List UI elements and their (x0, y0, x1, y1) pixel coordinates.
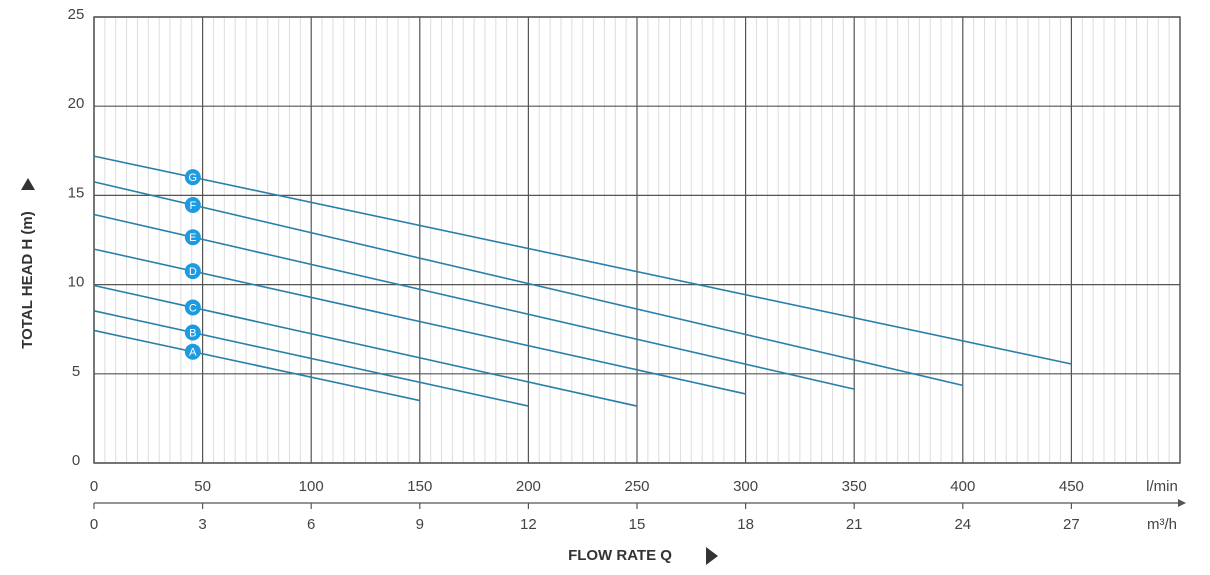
curve-marker (184, 299, 201, 316)
x-axis-arrow (706, 547, 718, 565)
x-tick-label: 200 (516, 478, 541, 495)
pump-curve (93, 155, 1072, 365)
curve-marker (184, 324, 201, 341)
x2-tick-label: 12 (520, 516, 537, 533)
x-tick-label: 350 (842, 478, 867, 495)
curve-label: C (189, 302, 197, 314)
x2-tick-label: 6 (307, 516, 315, 533)
x-tick-label: 250 (624, 478, 649, 495)
x2-tick-label: 0 (90, 516, 98, 533)
pump-curve (93, 310, 529, 407)
curve-marker (184, 343, 201, 360)
curve-label: F (189, 200, 196, 212)
x2-tick-label: 24 (954, 516, 971, 533)
x-tick-label: 150 (407, 478, 432, 495)
x2-tick-label: 3 (198, 516, 206, 533)
x-tick-label: 450 (1059, 478, 1084, 495)
x-tick-label: 0 (90, 478, 98, 495)
x2-tick-label: 9 (416, 516, 424, 533)
y-tick-label: 15 (68, 184, 85, 201)
curve-label: D (189, 266, 197, 278)
x2-axis-arrow (1178, 499, 1186, 507)
y-tick-label: 10 (68, 274, 85, 291)
curve-marker (184, 196, 201, 213)
curve-label: B (189, 327, 196, 339)
x-unit: l/min (1146, 478, 1178, 495)
y-axis-title: TOTAL HEAD H (m) (19, 211, 36, 349)
x-axis-title: FLOW RATE Q (568, 547, 672, 564)
x-tick-label: 300 (733, 478, 758, 495)
y-tick-label: 20 (68, 95, 85, 112)
pump-curve (93, 284, 638, 407)
y-tick-label: 25 (68, 6, 85, 23)
pump-curve (93, 329, 420, 402)
x2-tick-label: 27 (1063, 516, 1080, 533)
x-tick-label: 400 (950, 478, 975, 495)
pump-curve (93, 181, 963, 387)
curve-marker (184, 263, 201, 280)
curve-marker (184, 169, 201, 186)
curve-label: A (189, 347, 197, 359)
y-tick-label: 0 (72, 452, 80, 469)
pump-curve (93, 248, 746, 395)
plot-frame (93, 16, 1181, 464)
x-tick-label: 100 (299, 478, 324, 495)
x2-unit: m³/h (1147, 516, 1177, 533)
x-tick-label: 50 (194, 478, 211, 495)
x2-tick-label: 21 (846, 516, 863, 533)
pump-curve (93, 213, 855, 390)
curve-marker (184, 229, 201, 246)
x2-tick-label: 18 (737, 516, 754, 533)
y-tick-label: 5 (72, 363, 80, 380)
curve-label: E (189, 232, 196, 244)
curve-label: G (189, 172, 198, 184)
x2-tick-label: 15 (629, 516, 646, 533)
y-axis-arrow (21, 178, 35, 190)
